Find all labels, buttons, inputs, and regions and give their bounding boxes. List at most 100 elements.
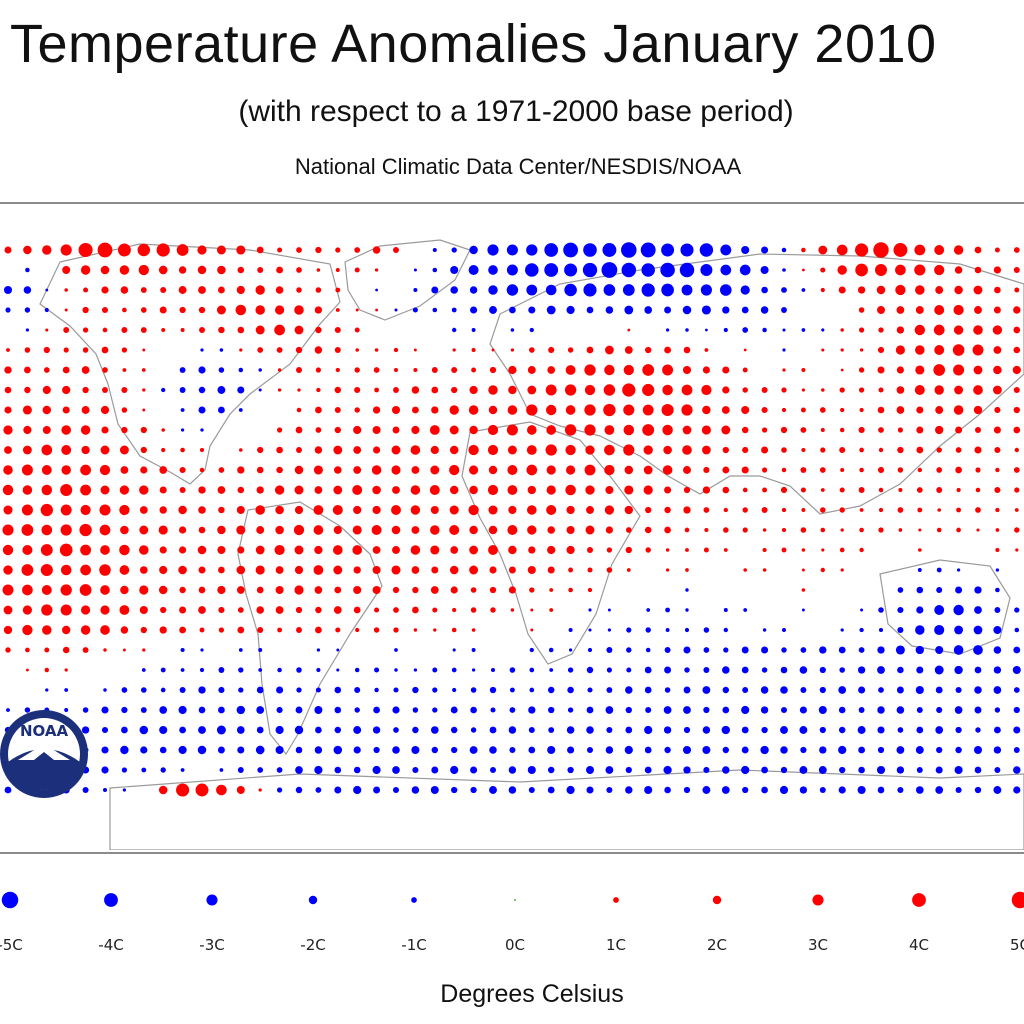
anomaly-dot [878,387,884,393]
anomaly-dot [82,386,89,394]
anomaly-dot [802,268,805,272]
anomaly-dot [121,767,128,773]
legend-dot [513,898,517,902]
anomaly-dot [995,587,1000,593]
anomaly-dot [527,505,537,515]
anomaly-dot [411,566,420,574]
anomaly-dot [393,367,399,373]
anomaly-dot [1013,766,1021,774]
anomaly-dot [878,627,884,633]
anomaly-dot [294,505,304,515]
anomaly-dot [625,686,633,694]
anomaly-dot [121,347,128,353]
anomaly-dot [410,505,421,515]
anomaly-dot [995,467,1000,473]
anomaly-dot [159,725,168,735]
anomaly-dot [975,427,981,433]
anomaly-dot [722,706,730,714]
anomaly-dot [450,286,458,294]
anomaly-dot [838,686,847,694]
anomaly-dot [100,405,110,415]
anomaly-dot [935,406,944,414]
anomaly-dot [509,687,515,693]
anomaly-dot [994,707,1001,713]
anomaly-dot [82,707,89,713]
anomaly-dot [178,266,187,274]
anomaly-dot [371,465,382,475]
anomaly-dot [450,706,458,714]
anomaly-dot [352,525,362,535]
anomaly-dot [547,745,556,755]
anomaly-dot [820,287,825,293]
anomaly-dot [4,446,12,454]
anomaly-dot [916,666,924,674]
anomaly-dot [624,465,634,475]
anomaly-dot [334,347,341,353]
anomaly-dot [896,766,905,774]
anomaly-dot [699,243,714,257]
anomaly-dot [664,746,671,754]
anomaly-dot [61,465,71,475]
anomaly-dot [412,686,419,694]
anomaly-dot [508,726,517,734]
anomaly-dot [974,306,982,314]
anomaly-dot [546,404,557,416]
anomaly-dot [218,606,225,614]
anomaly-dot [819,467,826,473]
anomaly-dot [353,746,361,754]
anomaly-dot [102,387,108,393]
anomaly-dot [101,746,109,754]
anomaly-dot [354,667,360,673]
anomaly-dot [665,628,670,632]
anomaly-dot [432,687,438,693]
anomaly-dot [915,345,925,355]
anomaly-dot [680,243,694,257]
anomaly-dot [411,406,419,414]
anomaly-dot [335,367,340,373]
anomaly-dot [702,366,710,374]
anomaly-dot [487,484,499,496]
anomaly-dot [993,365,1002,375]
anomaly-dot [237,607,244,613]
anomaly-dot [315,787,322,793]
anomaly-dot [860,608,864,612]
anomaly-dot [24,707,31,713]
anomaly-dot [526,445,537,455]
anomaly-dot [354,367,360,373]
anomaly-dot [761,766,768,774]
anomaly-dot [23,286,32,294]
anomaly-dot [237,486,245,494]
anomaly-dot [122,307,127,313]
anomaly-dot [859,447,864,453]
anomaly-dot [488,525,498,535]
anomaly-dot [801,608,805,612]
anomaly-dot [101,706,109,714]
anomaly-dot [626,667,632,673]
anomaly-dot [916,406,924,414]
anomaly-dot [256,586,264,594]
anomaly-dot [81,605,91,615]
anomaly-dot [760,706,769,714]
anomaly-dot [236,705,245,715]
legend-label: -5C [0,936,23,954]
anomaly-dot [761,427,768,433]
anomaly-dot [917,467,922,473]
anomaly-dot [973,385,983,395]
anomaly-dot [586,706,594,714]
anomaly-dot [393,727,399,733]
anomaly-dot [44,667,50,673]
anomaly-dot [1013,406,1020,414]
anomaly-dot [353,785,362,795]
anomaly-dot [139,506,148,514]
anomaly-dot [682,305,692,315]
anomaly-dot [142,648,146,652]
anomaly-dot [257,767,264,773]
anomaly-dot [586,746,594,754]
anomaly-dot [353,446,362,454]
anomaly-dot [179,487,186,493]
anomaly-dot [664,506,671,514]
anomaly-dot [218,566,225,574]
anomaly-dot [800,407,806,413]
anomaly-dot [179,546,187,554]
anomaly-dot [761,646,769,654]
